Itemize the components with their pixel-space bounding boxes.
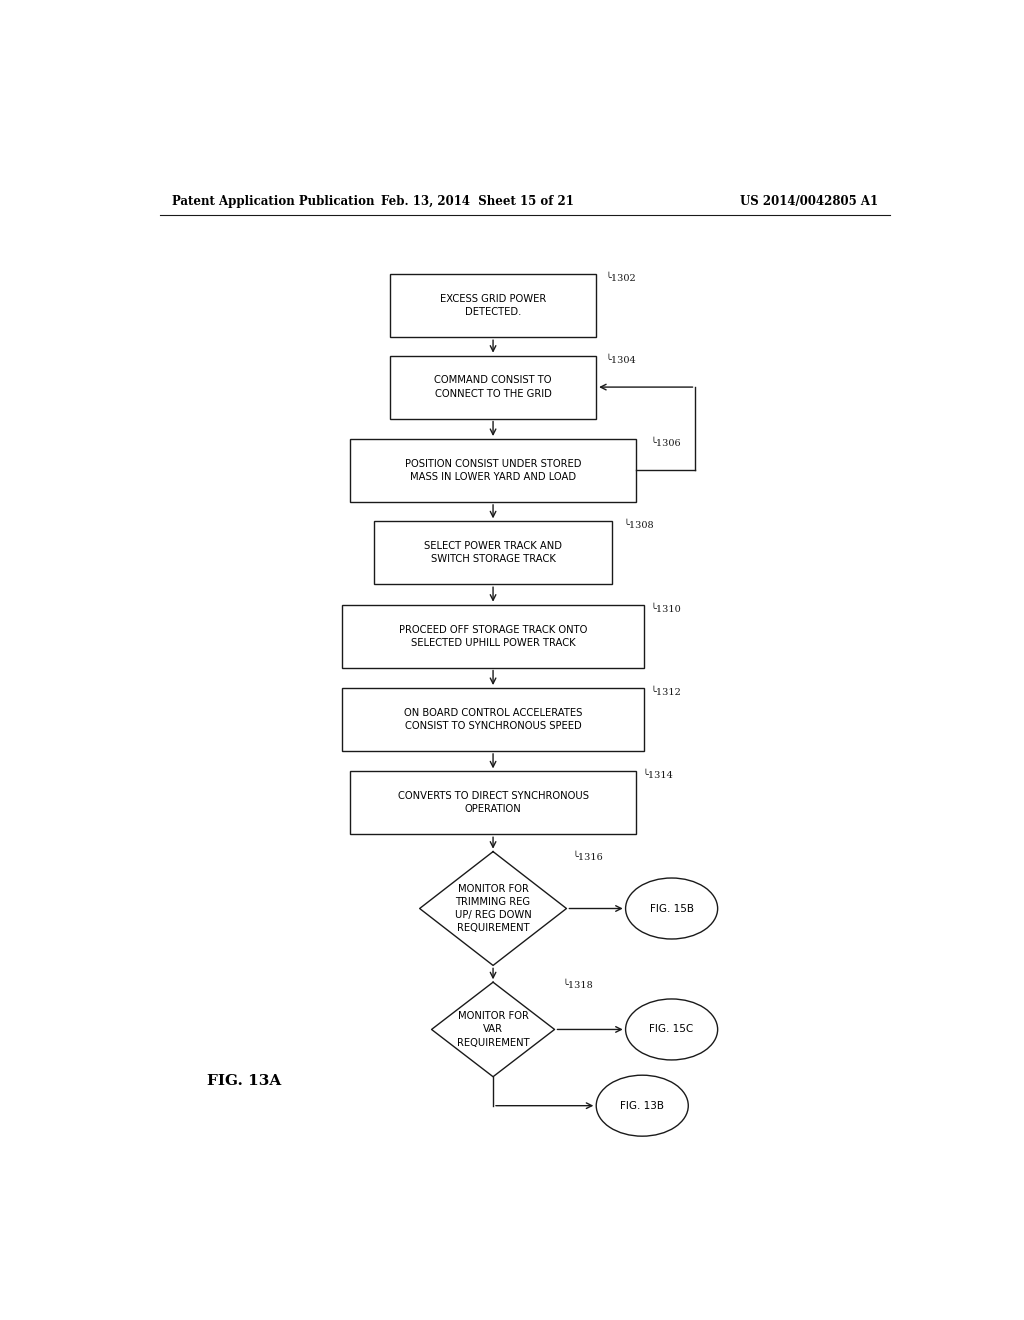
Text: PROCEED OFF STORAGE TRACK ONTO
SELECTED UPHILL POWER TRACK: PROCEED OFF STORAGE TRACK ONTO SELECTED …: [399, 624, 587, 648]
Text: MONITOR FOR
VAR
REQUIREMENT: MONITOR FOR VAR REQUIREMENT: [457, 1011, 529, 1048]
Text: EXCESS GRID POWER
DETECTED.: EXCESS GRID POWER DETECTED.: [440, 294, 546, 317]
Bar: [342, 605, 644, 668]
Text: ╰1316: ╰1316: [572, 853, 603, 862]
Ellipse shape: [626, 999, 718, 1060]
Bar: [374, 521, 612, 585]
Text: Feb. 13, 2014  Sheet 15 of 21: Feb. 13, 2014 Sheet 15 of 21: [381, 194, 573, 207]
Text: FIG. 15B: FIG. 15B: [649, 903, 693, 913]
Text: FIG. 15C: FIG. 15C: [649, 1024, 693, 1035]
Text: SELECT POWER TRACK AND
SWITCH STORAGE TRACK: SELECT POWER TRACK AND SWITCH STORAGE TR…: [424, 541, 562, 565]
Text: ╰1304: ╰1304: [606, 355, 637, 364]
Bar: [350, 440, 636, 502]
Bar: [390, 355, 596, 418]
Text: CONVERTS TO DIRECT SYNCHRONOUS
OPERATION: CONVERTS TO DIRECT SYNCHRONOUS OPERATION: [397, 791, 589, 814]
Text: ╰1310: ╰1310: [650, 605, 681, 614]
Polygon shape: [420, 851, 566, 965]
Polygon shape: [431, 982, 555, 1077]
Text: ╰1302: ╰1302: [606, 275, 637, 284]
Text: FIG. 13B: FIG. 13B: [621, 1101, 665, 1110]
Text: ON BOARD CONTROL ACCELERATES
CONSIST TO SYNCHRONOUS SPEED: ON BOARD CONTROL ACCELERATES CONSIST TO …: [403, 708, 583, 731]
Text: FIG. 13A: FIG. 13A: [207, 1074, 282, 1088]
Text: US 2014/0042805 A1: US 2014/0042805 A1: [739, 194, 878, 207]
Text: POSITION CONSIST UNDER STORED
MASS IN LOWER YARD AND LOAD: POSITION CONSIST UNDER STORED MASS IN LO…: [404, 459, 582, 482]
Text: ╰1312: ╰1312: [650, 688, 681, 697]
Bar: [350, 771, 636, 834]
Bar: [342, 688, 644, 751]
Text: ╰1318: ╰1318: [563, 981, 594, 990]
Text: COMMAND CONSIST TO
CONNECT TO THE GRID: COMMAND CONSIST TO CONNECT TO THE GRID: [434, 375, 552, 399]
Text: ╰1308: ╰1308: [624, 521, 654, 531]
Text: MONITOR FOR
TRIMMING REG
UP/ REG DOWN
REQUIREMENT: MONITOR FOR TRIMMING REG UP/ REG DOWN RE…: [455, 883, 531, 933]
Text: Patent Application Publication: Patent Application Publication: [172, 194, 374, 207]
Text: ╰1306: ╰1306: [650, 438, 681, 447]
Text: ╰1314: ╰1314: [642, 771, 673, 780]
Bar: [390, 275, 596, 338]
Ellipse shape: [596, 1076, 688, 1137]
Ellipse shape: [626, 878, 718, 939]
